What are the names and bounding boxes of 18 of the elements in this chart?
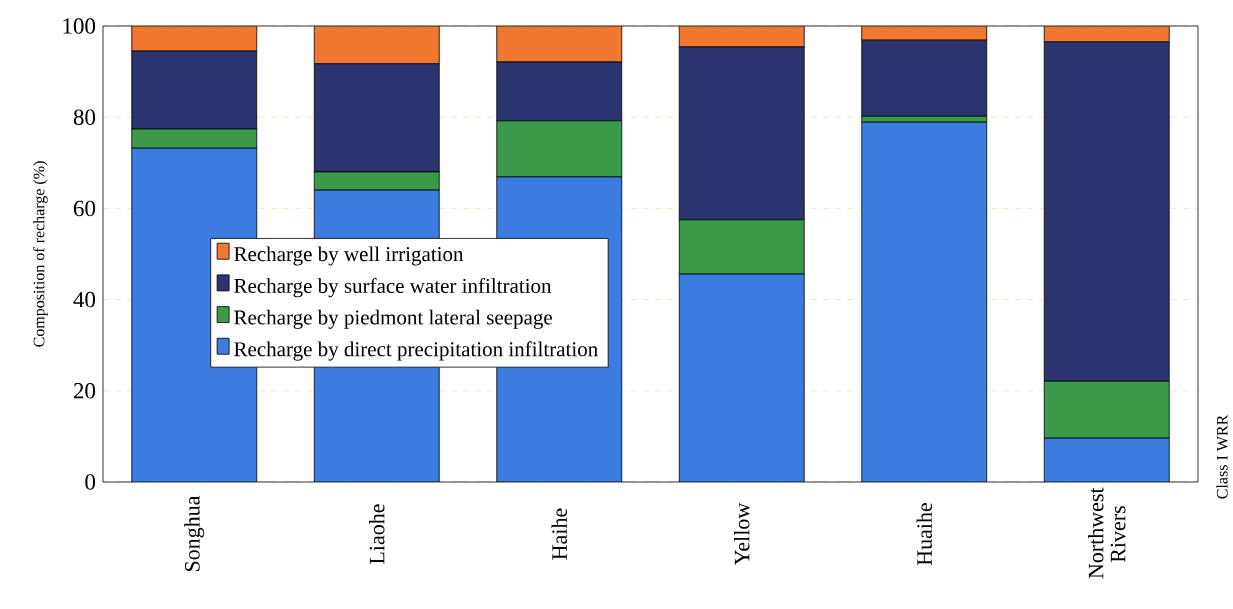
- x-tick-label: Songhua: [184, 495, 205, 572]
- x-tick-label: Haihe: [551, 508, 567, 560]
- text: Class I WRR: [1216, 414, 1228, 499]
- x-tick-label: Northwest Rivers: [1088, 487, 1126, 579]
- x-tick-label: Huaihe: [916, 503, 932, 566]
- x-tick-label: Yellow: [734, 502, 750, 566]
- y-tick-label: 0: [85, 474, 96, 490]
- legend-label: Recharge by direct precipitation infiltration: [234, 341, 598, 361]
- y-tick-label: 60: [73, 200, 96, 217]
- y-tick-label: 100: [63, 18, 96, 34]
- y-tick-label: 20: [73, 383, 96, 399]
- y-tick-label: 40: [73, 291, 96, 308]
- legend-label: Recharge by piedmont lateral seepage: [234, 309, 552, 329]
- legend-label: Recharge by well irrigation: [234, 246, 464, 266]
- legend-label: Recharge by surface water infiltration: [234, 278, 552, 298]
- y-tick-label: 80: [73, 109, 96, 125]
- x-tick-label: Liaohe: [369, 504, 385, 564]
- y-axis-title: Composition of recharge (%): [33, 161, 48, 347]
